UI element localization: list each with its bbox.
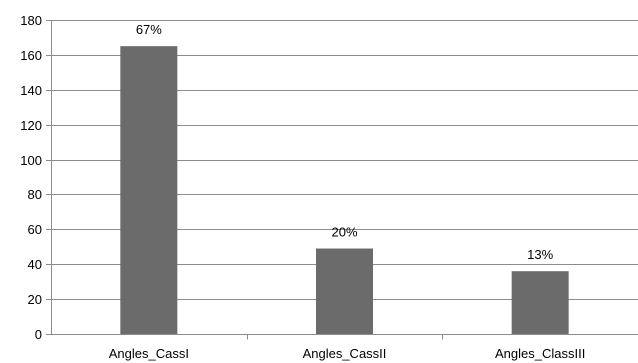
bar-layer: [120, 46, 569, 335]
y-tick-label: 60: [28, 222, 42, 237]
data-label: 13%: [527, 247, 553, 262]
data-label: 20%: [331, 225, 357, 240]
x-tick-label: Angles_CassI: [109, 346, 189, 361]
y-tick-label: 140: [20, 83, 42, 98]
bar-angles-classiii: [511, 271, 569, 334]
y-tick-label: 100: [20, 153, 42, 168]
x-tick-label: Angles_ClassIII: [495, 346, 585, 361]
y-tick-label: 180: [20, 13, 42, 28]
data-label: 67%: [136, 22, 162, 37]
axis-layer: [46, 20, 638, 340]
y-tick-label: 20: [28, 292, 42, 307]
y-tick-label: 120: [20, 118, 42, 133]
y-tick-label: 0: [35, 327, 42, 342]
bar-angles-cassi: [120, 46, 178, 335]
bar-angles-cassii: [316, 248, 373, 334]
label-layer: 0 20 40 60 80 100 120 140 160 180 67% Angles_CassI 2…: [20, 13, 585, 361]
y-tick-label: 80: [28, 187, 42, 202]
y-tick-label: 40: [28, 257, 42, 272]
x-tick-label: Angles_CassII: [303, 346, 387, 361]
y-tick-label: 160: [20, 48, 42, 63]
